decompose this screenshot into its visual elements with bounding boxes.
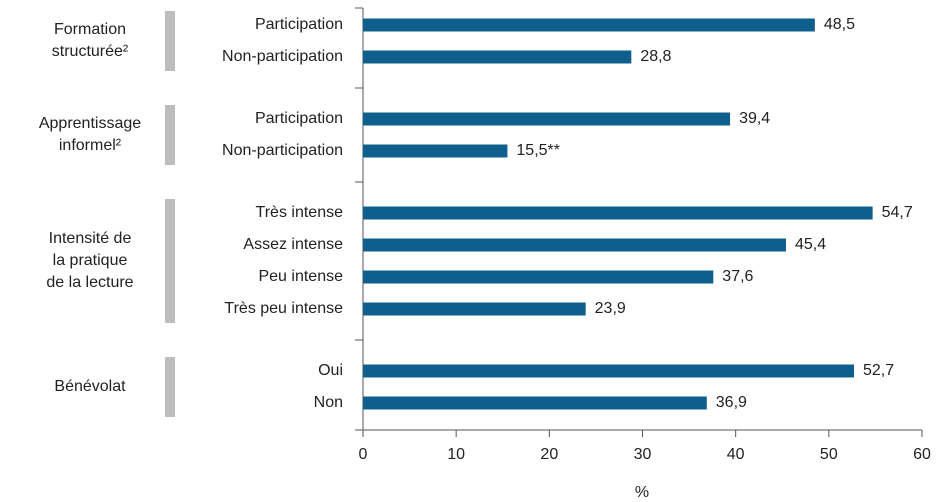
x-axis-title: % [635,484,649,501]
bar [363,206,873,220]
group-label: informel² [59,137,122,154]
category-label: Non-participation [222,48,343,65]
value-label: 23,9 [595,300,626,317]
group-label: Formation [54,21,126,38]
bar [363,18,815,32]
value-label: 28,8 [640,48,671,65]
group-label: de la lecture [46,274,133,291]
x-tick-label: 50 [820,446,838,463]
bar [363,302,586,316]
bar [363,112,731,126]
group-label: Intensité de [49,230,132,247]
value-label: 36,9 [716,394,747,411]
value-label: 54,7 [882,204,913,221]
group-label: Apprentissage [39,115,141,132]
value-label: 15,5** [516,142,560,159]
category-label: Non [314,394,343,411]
group-bracket [165,11,175,71]
bar [363,364,854,378]
bar [363,144,508,158]
group-bracket [165,199,175,323]
category-label: Non-participation [222,142,343,159]
category-label: Très intense [256,204,344,221]
x-tick-label: 10 [447,446,465,463]
group-bracket [165,357,175,417]
bar [363,270,714,284]
value-label: 52,7 [863,362,894,379]
bar [363,50,632,64]
x-tick-label: 40 [727,446,745,463]
group-label: la pratique [53,252,128,269]
category-label: Oui [318,362,343,379]
category-label: Peu intense [258,268,343,285]
x-tick-label: 60 [913,446,931,463]
bar [363,396,707,410]
group-label: structurée² [52,43,129,60]
value-label: 37,6 [722,268,753,285]
category-label: Assez intense [243,236,343,253]
category-label: Participation [255,110,343,127]
value-label: 45,4 [795,236,826,253]
category-label: Participation [255,16,343,33]
group-label: Bénévolat [54,378,126,395]
x-tick-label: 30 [634,446,652,463]
value-label: 39,4 [739,110,770,127]
group-bracket [165,105,175,165]
bar [363,238,786,252]
x-tick-label: 20 [540,446,558,463]
category-label: Très peu intense [224,300,343,317]
x-tick-label: 0 [359,446,368,463]
value-label: 48,5 [824,16,855,33]
